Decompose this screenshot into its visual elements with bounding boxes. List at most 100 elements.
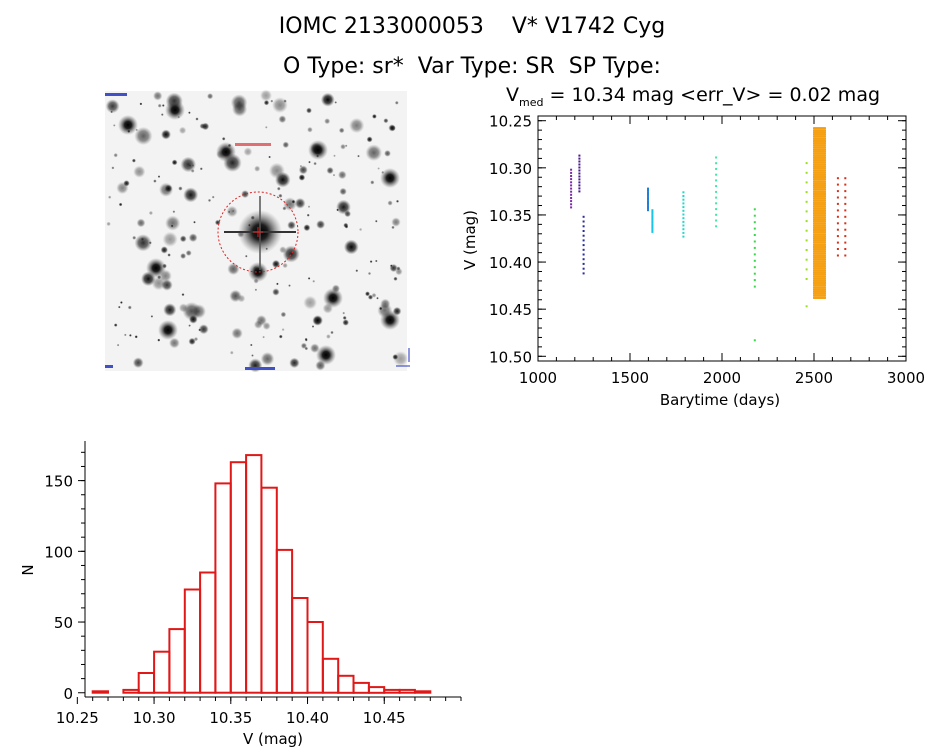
light-curve-point [578,187,581,190]
sky-star [108,195,112,199]
light-curve-point [824,256,826,259]
sky-star [185,250,192,256]
sky-star [134,126,153,146]
light-curve-point [824,267,826,270]
sky-star [391,225,395,230]
sky-star [359,227,363,232]
light-curve-point [836,177,839,180]
sky-star [260,89,272,102]
light-curve-point [824,146,826,149]
sky-star [268,155,271,159]
light-curve-point [824,262,826,265]
sky-star [396,199,399,203]
sky-star [148,210,153,216]
light-curve-series [578,154,581,193]
light-curve-point [682,209,685,212]
sky-star [343,239,359,255]
light-curve-point [805,249,808,251]
chart-subtitle: O Type: sr* Var Type: SR SP Type: [283,54,661,79]
sky-star [396,266,401,271]
sky-star [311,325,315,328]
sky-star [300,342,307,349]
sky-star [271,259,281,269]
sky-star [367,294,374,300]
sky-star [344,224,349,229]
sky-star [270,99,274,103]
light-curve-point [570,197,573,199]
light-curve-point [824,209,826,212]
sky-star [248,262,268,282]
sky-star [178,186,183,191]
histogram-bar [414,690,432,694]
light-curve-ytick-label: 10.45 [489,301,532,319]
histogram-ytick-label: 100 [44,543,73,561]
sky-star [312,279,316,283]
light-curve-point [824,150,826,153]
sky-star [198,324,209,335]
sky-star [131,158,136,163]
sky-star [250,343,253,347]
light-curve-point [824,184,826,187]
sky-star [355,269,359,273]
sky-star [188,111,191,114]
histogram-plot: 10.25 10.30 10.35 10.40 10.45 0 50 100 150 V (ma… [19,441,462,747]
sky-star [193,337,199,342]
light-curve-point [715,167,718,170]
light-curve-point [824,173,826,176]
light-curve-point [824,212,826,215]
light-curve-point [805,200,808,203]
sky-star [334,101,338,104]
light-curve-point [824,252,826,255]
light-curve-point [824,246,826,248]
sky-star [113,323,118,327]
sky-star [342,315,347,320]
light-curve-point [578,184,581,187]
light-curve-point [715,173,718,176]
sky-star [276,186,281,191]
light-curve-point [836,235,839,238]
light-curve-point [805,162,808,165]
sky-star [349,117,365,134]
light-curve-points [570,127,847,342]
sky-star [324,118,331,125]
histogram-bar [137,672,155,694]
sky-star [380,168,400,188]
light-curve-point [824,127,826,130]
light-curve-point [647,200,649,203]
light-curve-point [682,217,685,220]
sky-star [281,328,285,332]
light-curve-point [647,198,649,201]
image-corner-label [105,93,127,96]
light-curve-point [824,199,826,202]
light-curve-point [836,209,839,212]
histogram-ytick-label: 50 [54,614,73,632]
sky-star [369,260,373,263]
light-curve-point [805,278,808,280]
light-curve-point [715,162,718,165]
sky-star [307,126,313,133]
light-curve-point [682,220,685,223]
light-curve-point [824,254,826,257]
sky-star [161,104,165,107]
light-curve-point [844,183,847,186]
light-curve-point [824,207,826,210]
light-curve-point [753,272,756,275]
light-curve-point [824,214,826,217]
sky-star [289,357,300,369]
light-curve-point [570,168,573,171]
light-curve-xtick-label: 2000 [703,369,741,387]
light-curve-point [753,259,756,262]
light-curve-point [824,201,826,204]
histogram-bar [199,571,217,694]
light-curve-series [682,191,685,238]
sky-star [140,237,145,242]
light-curve-point [578,160,581,163]
sky-star [134,234,152,252]
sky-star [342,311,346,315]
sky-star [150,315,154,318]
light-curve-point [824,159,826,162]
light-curve-point [682,231,685,234]
sky-star [344,144,348,148]
light-curve-series [805,162,808,308]
light-curve-ytick-label: 10.35 [489,207,532,225]
